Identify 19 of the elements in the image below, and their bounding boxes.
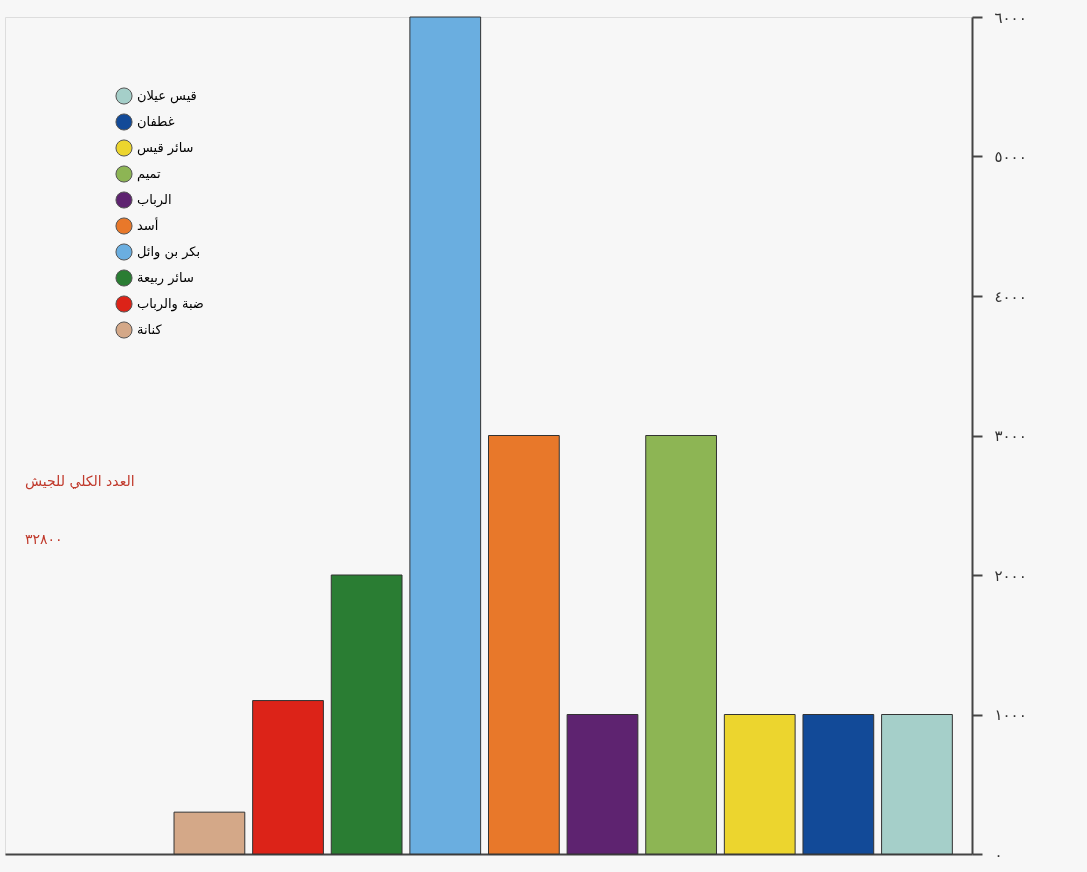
legend-label: سائر قيس bbox=[137, 140, 194, 156]
y-tick-label: ٢٠٠٠ bbox=[994, 566, 1027, 585]
y-tick-label: ٠ bbox=[994, 845, 1003, 864]
legend-label: قيس عيلان bbox=[137, 88, 197, 104]
text: العدد الكلي للجيش bbox=[25, 473, 135, 490]
text: ٣٢٨٠٠ bbox=[25, 531, 63, 547]
y-tick-label: ٣٠٠٠ bbox=[994, 427, 1027, 445]
legend-label: تميم bbox=[137, 166, 162, 182]
legend-label: الرباب bbox=[137, 192, 172, 208]
legend-label: غطفان bbox=[137, 114, 175, 129]
y-tick-label: ٤٠٠٠ bbox=[994, 287, 1027, 306]
legend-label: بكر بن وائل bbox=[137, 244, 201, 260]
legend-label: أسد bbox=[137, 217, 159, 233]
y-tick-label: ٦٠٠٠ bbox=[994, 8, 1027, 27]
y-tick-label: ٥٠٠٠ bbox=[994, 148, 1027, 166]
y-tick-label: ١٠٠٠ bbox=[994, 706, 1027, 724]
legend-label: سائر ربيعة bbox=[137, 270, 194, 286]
legend-label: كنانة bbox=[137, 322, 163, 337]
legend-label: ضبة والرباب bbox=[137, 296, 204, 312]
